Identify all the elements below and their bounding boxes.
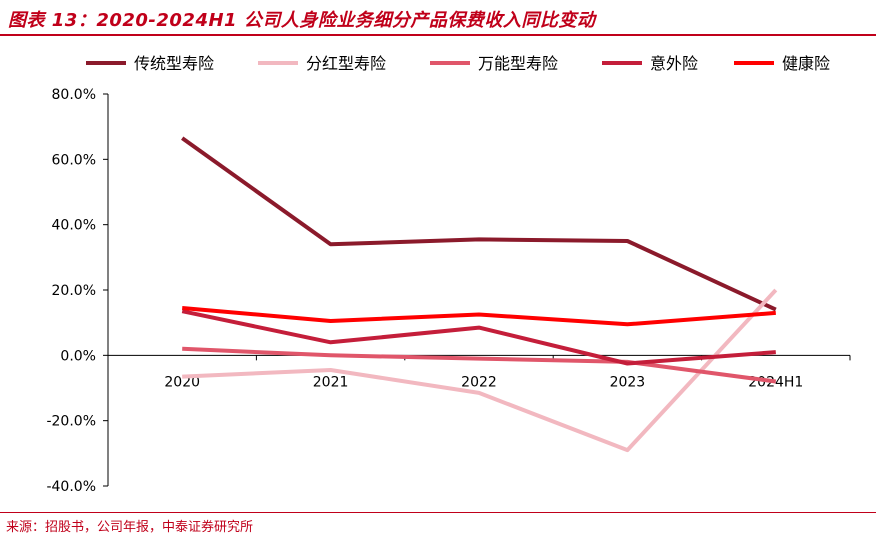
series-line-5 xyxy=(182,306,776,327)
data-point xyxy=(774,311,778,315)
x-axis: 2020 2021 2022 2023 2024H1 xyxy=(107,354,851,390)
y-tick-label: 80.0% xyxy=(52,87,96,103)
y-axis: 80.0% 60.0% 40.0% 20.0% 0.0% -20.0% -40.0% xyxy=(46,87,109,495)
footer-divider xyxy=(0,512,876,513)
data-point xyxy=(477,313,481,317)
data-point xyxy=(180,136,184,140)
x-tick-label: 2020 xyxy=(164,374,200,390)
x-tick-label: 2022 xyxy=(461,374,497,390)
data-point xyxy=(774,288,778,292)
data-point xyxy=(774,379,778,383)
data-point xyxy=(625,322,629,326)
series-line-3 xyxy=(182,346,777,384)
data-point xyxy=(329,353,333,357)
series-line-2 xyxy=(182,288,778,453)
data-point xyxy=(625,448,629,452)
data-point xyxy=(477,237,481,241)
line-chart: 传统型寿险 分红型寿险 万能型寿险 意外险 健康险 80.0% 60.0% 40.0% 20.… xyxy=(46,54,851,495)
x-tick-label: 2021 xyxy=(313,374,349,390)
series-lines xyxy=(180,136,778,453)
series-line-1 xyxy=(181,136,777,312)
title-bar: 图表 13：2020-2024H1 公司人身险业务细分产品保费收入同比变动 xyxy=(0,0,876,36)
legend-label: 意外险 xyxy=(650,54,698,73)
y-tick-label: 0.0% xyxy=(60,348,96,364)
data-point xyxy=(625,239,629,243)
legend-label: 万能型寿险 xyxy=(478,54,558,73)
data-point xyxy=(477,357,481,361)
data-point xyxy=(774,350,778,354)
legend: 传统型寿险 分红型寿险 万能型寿险 意外险 健康险 xyxy=(86,54,830,73)
data-point xyxy=(329,319,333,323)
data-point xyxy=(180,347,184,351)
y-tick-label: -40.0% xyxy=(46,479,96,495)
y-tick-label: 60.0% xyxy=(52,152,96,168)
legend-label: 健康险 xyxy=(782,54,830,73)
legend-label: 分红型寿险 xyxy=(306,54,386,73)
data-point xyxy=(477,326,481,330)
series-line-4 xyxy=(181,309,776,366)
data-point xyxy=(477,391,481,395)
data-point xyxy=(329,340,333,344)
y-tick-label: 40.0% xyxy=(52,218,96,234)
source-note: 来源：招股书，公司年报，中泰证券研究所 xyxy=(6,520,254,535)
data-point xyxy=(180,375,184,379)
data-point xyxy=(329,368,333,372)
chart-title: 图表 13：2020-2024H1 公司人身险业务细分产品保费收入同比变动 xyxy=(8,10,596,31)
y-tick-label: 20.0% xyxy=(52,283,96,299)
y-tick-label: -20.0% xyxy=(46,414,96,430)
data-point xyxy=(180,306,184,310)
data-point xyxy=(329,242,333,246)
legend-label: 传统型寿险 xyxy=(134,54,214,73)
data-point xyxy=(625,362,629,366)
x-tick-label: 2023 xyxy=(610,374,646,390)
